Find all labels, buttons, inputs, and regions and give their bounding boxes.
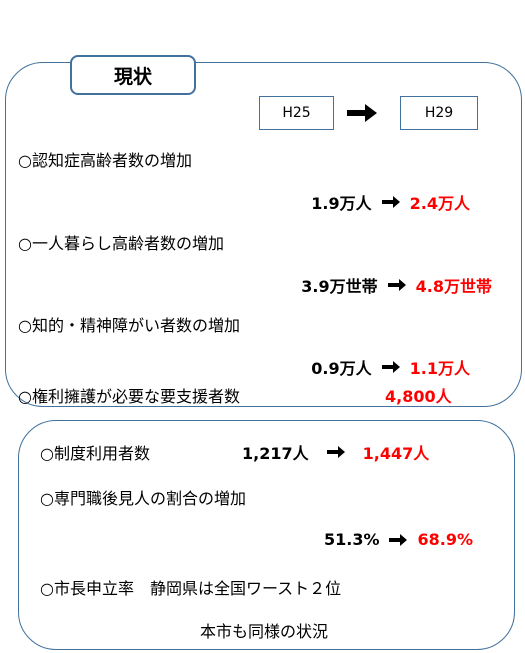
total-text: ○権利擁護が必要な要支援者数 <box>18 387 240 406</box>
item-change: 0.9万人 1.1万人 <box>311 355 470 379</box>
arrow <box>387 279 406 291</box>
before: 0.9万人 <box>311 359 372 378</box>
after: 2.4万人 <box>409 194 470 213</box>
item-change: 3.9万世帯 4.8万世帯 <box>301 273 492 297</box>
arrow <box>326 446 345 458</box>
users-text: ○制度利用者数 <box>40 444 150 463</box>
before: 1,217人 <box>242 444 309 463</box>
before: 51.3% <box>323 530 380 549</box>
item-text: ○知的・精神障がい者数の増加 <box>18 316 240 335</box>
after: 1.1万人 <box>409 359 470 378</box>
item-change: 1.9万人 2.4万人 <box>311 190 470 214</box>
period-from: H25 <box>259 96 334 130</box>
system-box <box>18 420 515 650</box>
after: 68.9% <box>417 530 473 549</box>
status-label: 現状 <box>70 55 196 95</box>
item-text: ○認知症高齢者数の増加 <box>18 151 192 170</box>
after: 4.8万世帯 <box>415 277 492 296</box>
arrow <box>381 196 400 208</box>
arrow <box>347 104 377 122</box>
before: 3.9万世帯 <box>301 277 378 296</box>
mayor-note: 本市も同様の状況 <box>200 622 329 641</box>
arrow <box>381 361 400 373</box>
arrow <box>389 533 408 546</box>
users-change: 1,217人 1,447人 <box>242 440 429 464</box>
status-box <box>5 62 522 407</box>
after: 1,447人 <box>362 444 430 463</box>
before: 1.9万人 <box>311 194 372 213</box>
item-text: ○一人暮らし高齢者数の増加 <box>18 234 224 253</box>
professional-text: ○専門職後見人の割合の増加 <box>40 489 246 508</box>
total-value: 4,800人 <box>385 387 452 406</box>
period-to: H29 <box>400 96 478 130</box>
mayor-text: ○市長申立率 静岡県は全国ワースト２位 <box>40 579 342 598</box>
professional-change: 51.3% 68.9% <box>324 530 473 549</box>
